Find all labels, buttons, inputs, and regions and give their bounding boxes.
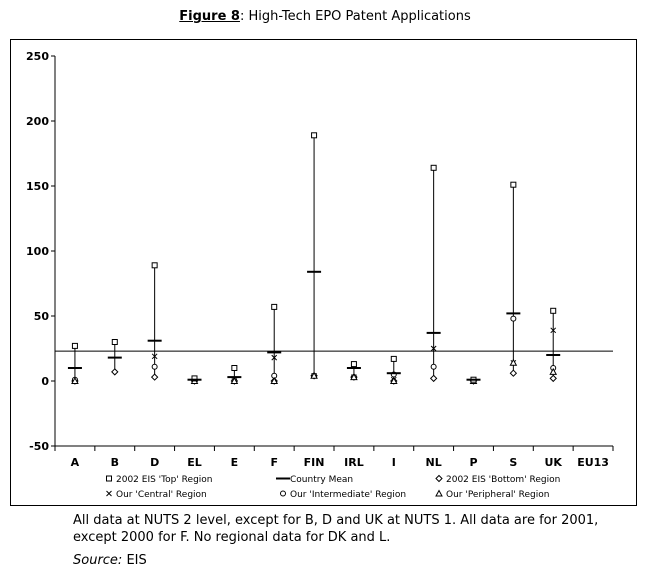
legend-marker xyxy=(106,475,112,482)
x-point xyxy=(430,345,437,352)
y-tick-label: 0 xyxy=(41,375,49,388)
square-point xyxy=(111,339,118,345)
circle-point xyxy=(151,363,158,370)
y-tick-label: 150 xyxy=(26,180,49,193)
square-point xyxy=(510,181,517,188)
x-tick-label: NL xyxy=(426,456,442,469)
x-tick-label: D xyxy=(150,456,159,469)
x-tick-label: S xyxy=(509,456,517,469)
source-line: Source: EIS xyxy=(73,553,147,568)
x-point xyxy=(271,354,278,361)
x-tick-label: EL xyxy=(187,456,202,469)
y-tick-label: 200 xyxy=(26,115,49,128)
x-tick-label: E xyxy=(231,456,239,469)
triangle-point xyxy=(350,373,358,381)
x-tick-label: F xyxy=(270,456,278,469)
y-tick-label: 50 xyxy=(34,310,50,323)
triangle-point xyxy=(270,376,279,384)
circle-point xyxy=(510,315,517,322)
legend-label: 2002 EIS 'Bottom' Region xyxy=(446,475,560,485)
diamond-point xyxy=(549,374,557,383)
x-tick-label: IRL xyxy=(344,456,364,469)
x-tick-label: UK xyxy=(544,456,562,469)
triangle-point xyxy=(310,371,318,379)
circle-point xyxy=(430,363,437,370)
diamond-point xyxy=(111,368,119,376)
square-point xyxy=(191,375,198,382)
x-tick-label: B xyxy=(111,456,119,469)
triangle-point xyxy=(549,367,558,375)
diamond-point xyxy=(509,369,518,377)
legend-marker xyxy=(280,490,286,497)
legend-label: 2002 EIS 'Top' Region xyxy=(116,475,213,485)
legend-label: Our 'Intermediate' Region xyxy=(290,490,406,500)
source-label: Source: xyxy=(73,553,123,568)
square-point xyxy=(71,342,78,349)
x-tick-label: A xyxy=(71,456,80,469)
square-point xyxy=(311,132,318,139)
source-value: EIS xyxy=(122,553,147,568)
triangle-point xyxy=(509,358,518,366)
square-point xyxy=(390,355,397,362)
x-tick-label: EU13 xyxy=(577,456,609,469)
y-tick-label: -50 xyxy=(29,440,49,453)
chart-frame: 250 200 150 100 50 0 -50 A B D EL E F FIN IRL I NL P S UK EU… xyxy=(10,39,637,506)
x-tick-label: FIN xyxy=(304,456,325,469)
square-point xyxy=(550,307,557,314)
square-point xyxy=(350,361,357,368)
x-point xyxy=(550,327,557,334)
y-tick-label: 250 xyxy=(26,50,49,63)
x-point xyxy=(151,353,158,360)
triangle-point xyxy=(230,376,239,384)
x-tick-label: I xyxy=(392,456,396,469)
title-colon: : xyxy=(239,9,245,24)
footnote: All data at NUTS 2 level, except for B, … xyxy=(73,513,599,545)
diamond-point xyxy=(150,373,159,381)
legend-marker xyxy=(435,489,443,497)
chart-title: Figure 8: High-Tech EPO Patent Applicati… xyxy=(0,9,650,24)
legend-marker xyxy=(435,474,443,483)
triangle-point xyxy=(389,376,398,384)
legend-label: Country Mean xyxy=(290,475,353,485)
x-tick-label: P xyxy=(469,456,477,469)
legend-label: Our 'Peripheral' Region xyxy=(446,490,549,500)
figure-number: Figure 8 xyxy=(179,9,240,24)
legend-marker xyxy=(106,490,112,497)
square-point xyxy=(231,365,238,371)
title-text: High-Tech EPO Patent Applications xyxy=(244,9,471,24)
square-point xyxy=(271,303,278,310)
triangle-point xyxy=(71,376,79,384)
y-tick-label: 100 xyxy=(26,245,49,258)
legend-label: Our 'Central' Region xyxy=(116,490,207,500)
square-point xyxy=(430,164,437,171)
square-point xyxy=(151,262,158,269)
range-chart: 250 200 150 100 50 0 -50 A B D EL E F FIN IRL I NL P S UK EU… xyxy=(26,50,614,500)
diamond-point xyxy=(429,374,438,383)
